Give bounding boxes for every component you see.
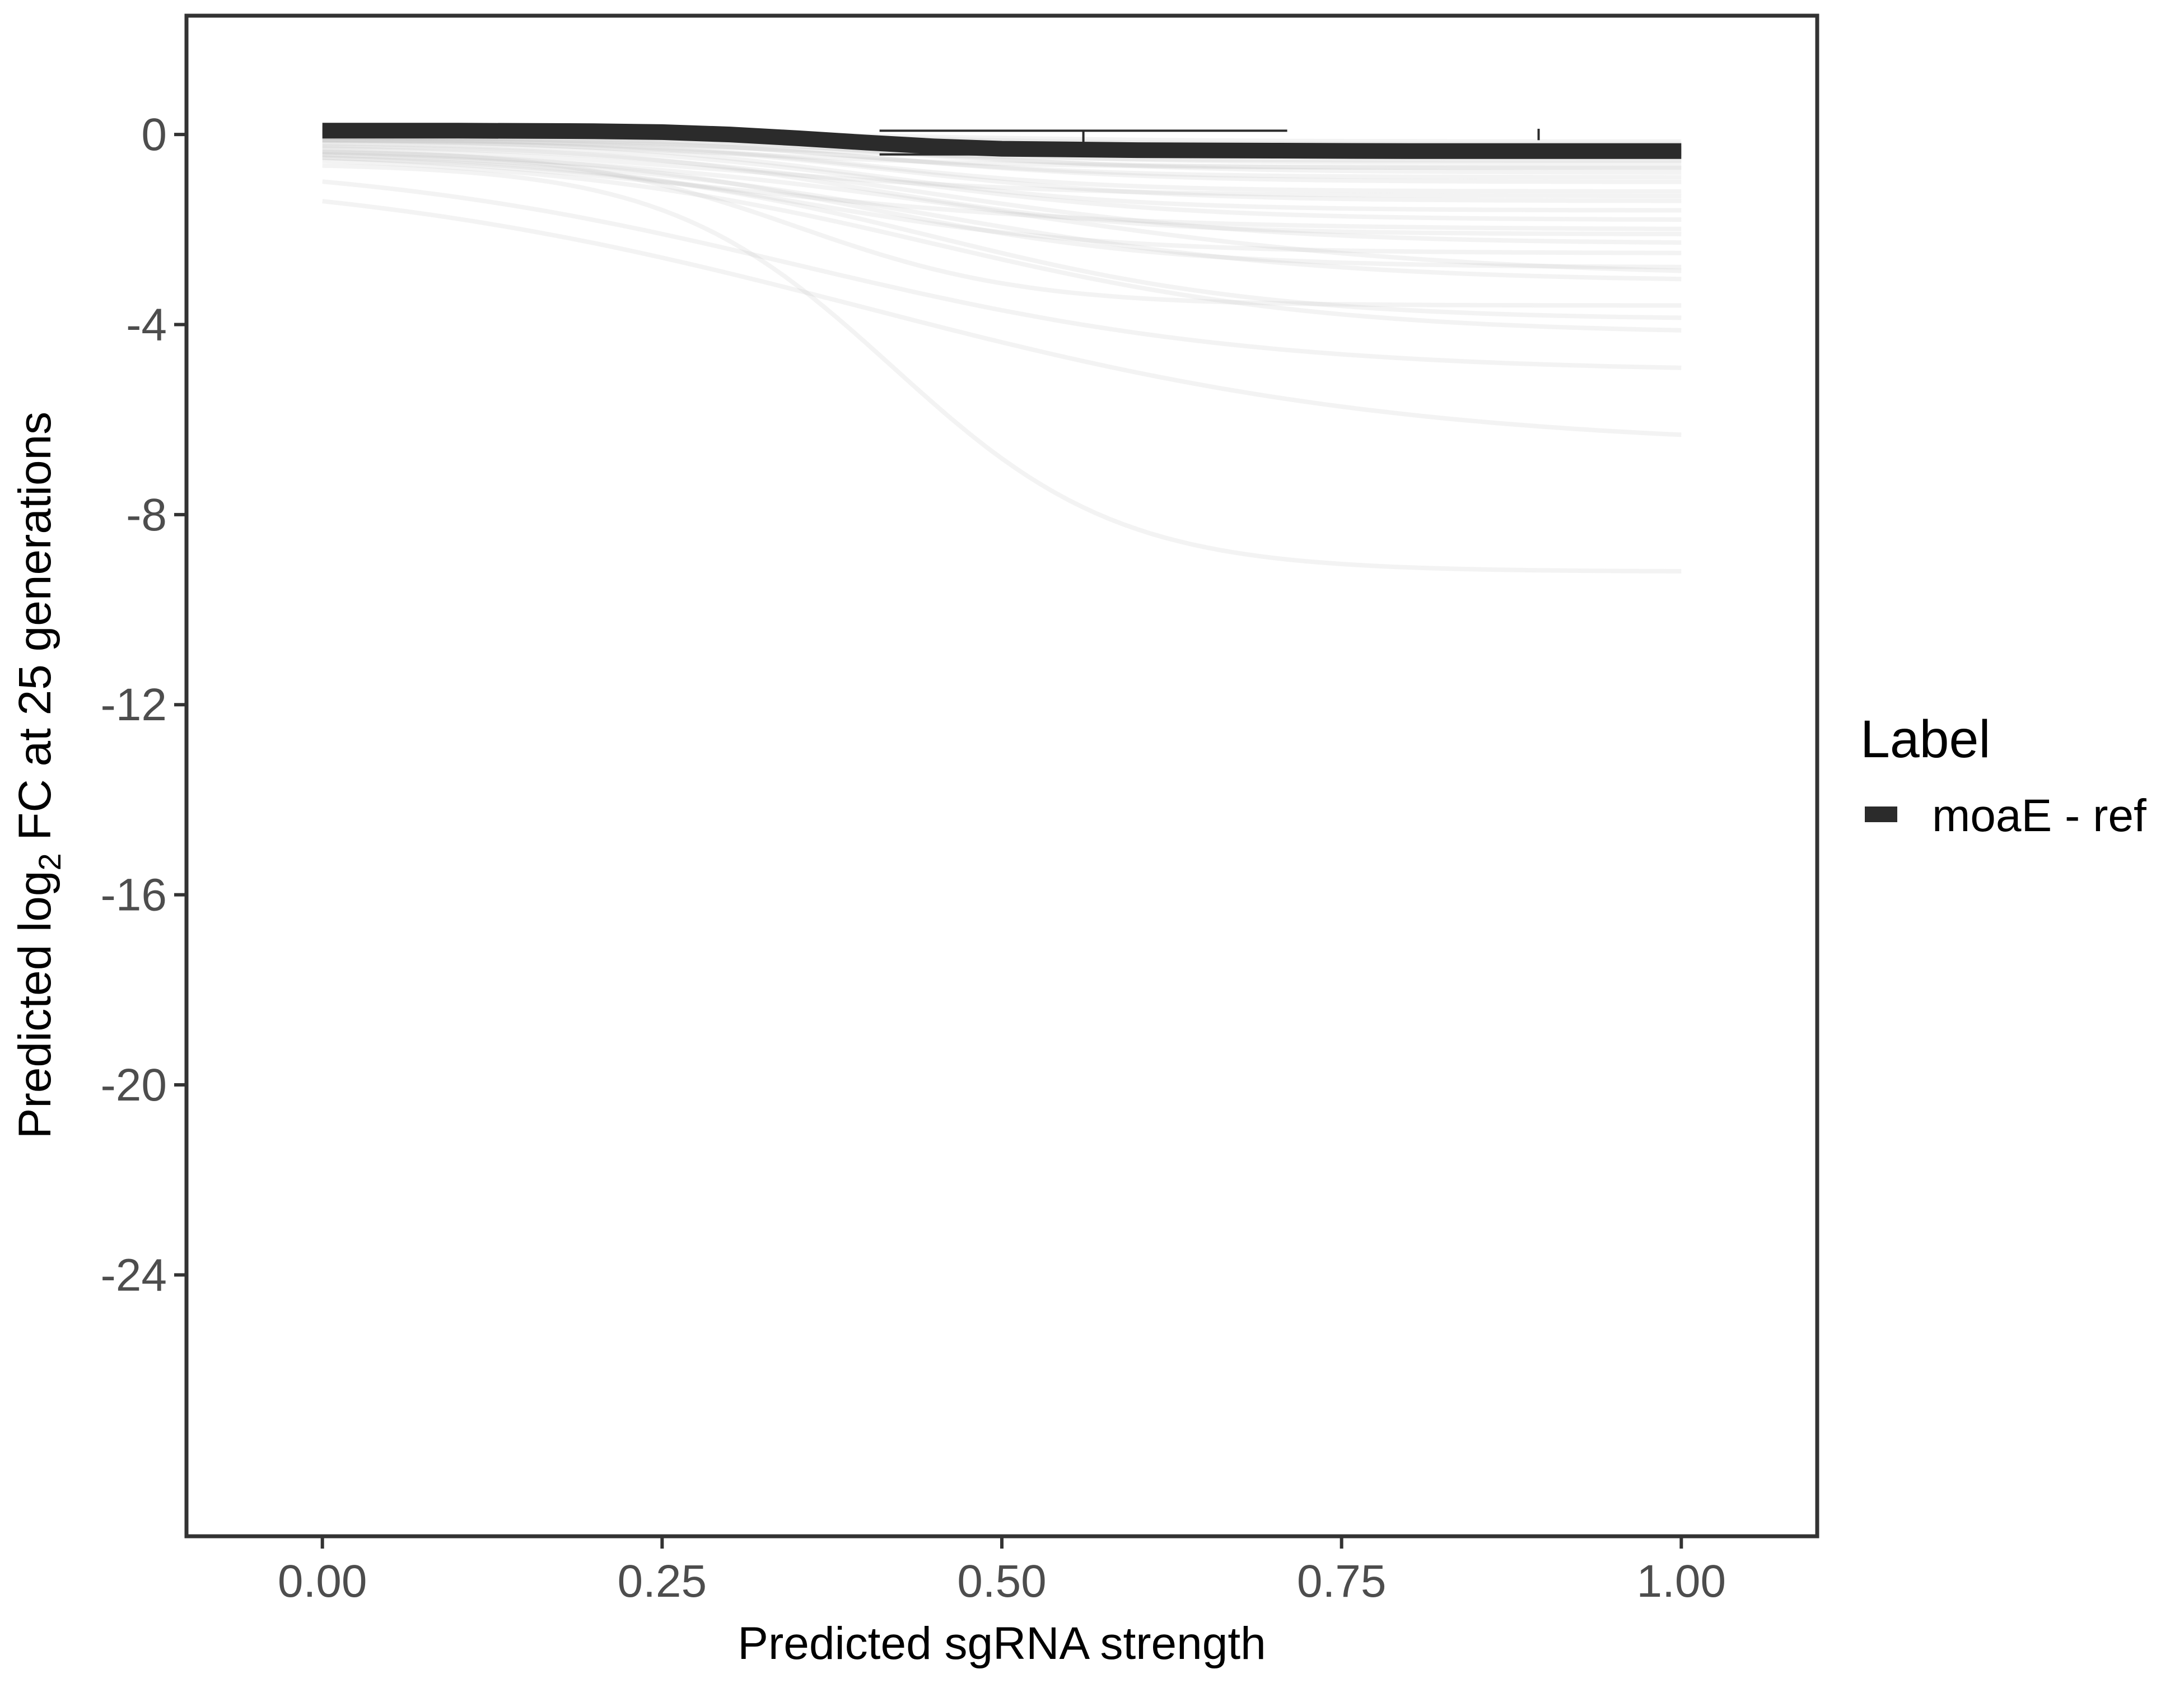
background-series-line-10: [322, 143, 1682, 236]
background-series-line-8: [322, 150, 1682, 269]
background-series-line-28: [322, 155, 1682, 231]
y-axis-label-main: Predicted log: [10, 871, 60, 1139]
background-series-line-30: [322, 153, 1682, 255]
background-series-line-15: [322, 135, 1682, 184]
x-axis-label: Predicted sgRNA strength: [738, 1618, 1266, 1669]
background-series-line-29: [322, 150, 1682, 273]
background-series-line-6: [322, 148, 1682, 308]
background-series-line-11: [322, 141, 1682, 222]
x-tick-label-5: 1.00: [1637, 1556, 1726, 1607]
background-series-line-32: [322, 137, 1682, 163]
background-series-line-27: [322, 146, 1682, 199]
y-axis-label: Predicted log2 FC at 25 generations: [10, 412, 67, 1139]
background-series-line-2: [322, 199, 1682, 437]
legend-key-moae-ref: [1865, 806, 1897, 822]
background-series-line-16: [322, 135, 1682, 180]
background-series-line-7: [322, 152, 1682, 282]
highlight-series-line-moae-ref: [322, 123, 1682, 159]
y-tick-label-3: -8: [126, 489, 167, 540]
highlight-series-group: [322, 123, 1682, 159]
y-tick-label-4: -12: [100, 679, 167, 730]
background-series-line-12: [322, 138, 1682, 213]
background-series-line-5: [322, 155, 1682, 320]
x-tick-label-4: 0.75: [1297, 1556, 1387, 1607]
x-axis: 0.00 0.25 0.50 0.75 1.00: [278, 1538, 1726, 1607]
background-series-line-9: [322, 144, 1682, 245]
legend: Label moaE - ref: [1860, 710, 2146, 841]
background-series-line-4: [322, 158, 1682, 333]
background-series-line-3: [322, 179, 1682, 370]
background-series-line-14: [322, 137, 1682, 194]
x-tick-label-2: 0.25: [618, 1556, 707, 1607]
background-series-line-1: [322, 163, 1682, 574]
y-axis-label-subscript: 2: [32, 853, 67, 870]
background-series-line-13: [322, 138, 1682, 203]
y-tick-label-2: -4: [126, 299, 167, 350]
y-tick-label-7: -24: [100, 1250, 167, 1300]
background-series-line-31: [322, 138, 1682, 170]
y-tick-label-1: 0: [141, 109, 167, 160]
y-tick-label-5: -16: [100, 870, 167, 921]
x-tick-label-1: 0.00: [278, 1556, 367, 1607]
y-axis-label-rest: FC at 25 generations: [10, 412, 60, 854]
legend-title: Label: [1860, 710, 1990, 769]
x-tick-label-3: 0.50: [957, 1556, 1047, 1607]
y-tick-label-6: -20: [100, 1060, 167, 1111]
y-axis: 0 -4 -8 -12 -16 -20 -24: [100, 109, 185, 1300]
legend-label-moae-ref: moaE - ref: [1932, 790, 2146, 841]
plot-panel-border: [184, 13, 1819, 1539]
